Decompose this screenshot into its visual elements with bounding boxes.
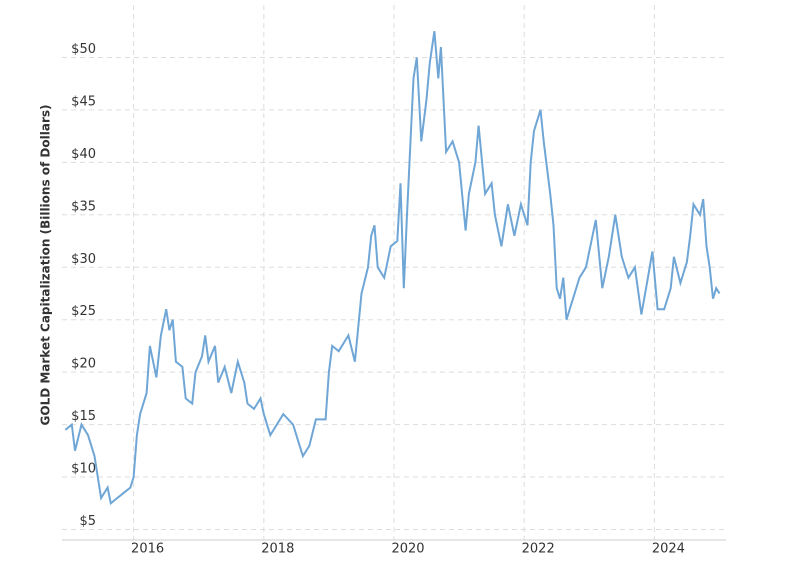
y-tick-label: $40 [71,147,96,162]
y-tick-label: $45 [71,94,96,109]
x-tick-label: 2022 [522,542,555,557]
y-tick-label: $15 [71,409,96,424]
y-tick-label: $35 [71,199,96,214]
y-tick-label: $25 [71,304,96,319]
y-tick-label: $10 [71,462,96,477]
series-line [64,31,721,506]
y-axis-title: GOLD Market Capitalization (Billions of … [39,105,53,426]
y-tick-label: $5 [79,514,96,529]
y-tick-label: $20 [71,357,96,372]
x-tick-label: 2016 [131,542,164,557]
y-tick-label: $30 [71,252,96,267]
x-tick-label: 2020 [391,542,424,557]
x-tick-label: 2024 [652,542,685,557]
y-tick-label: $50 [71,42,96,57]
x-tick-label: 2018 [261,542,294,557]
